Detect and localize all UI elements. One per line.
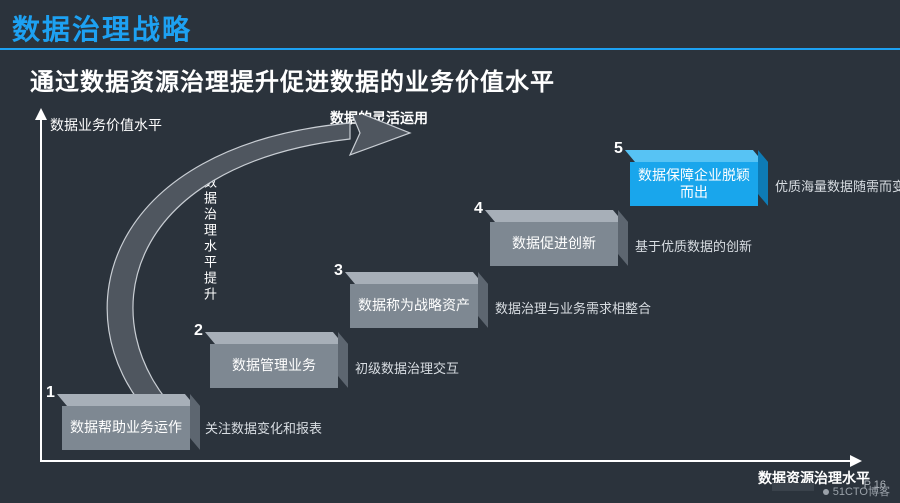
step-desc: 数据治理与业务需求相整合 <box>495 298 651 317</box>
watermark: 51CTO博客 <box>823 483 890 499</box>
step-number: 5 <box>614 140 623 158</box>
top-arrow-label: 数据的灵活运用 <box>330 108 428 128</box>
title-underline <box>0 48 900 50</box>
watermark-text: 51CTO博客 <box>833 486 890 498</box>
step-number: 4 <box>474 200 483 218</box>
slide: 数据治理战略 通过数据资源治理提升促进数据的业务价值水平 数据业务价值水平 数据… <box>0 0 900 503</box>
step-label: 数据促进创新 <box>512 235 596 253</box>
step-desc: 关注数据变化和报表 <box>205 418 322 437</box>
step-block: 数据促进创新 <box>490 222 618 266</box>
slide-subtitle: 通过数据资源治理提升促进数据的业务价值水平 <box>30 62 555 97</box>
step-number: 1 <box>46 384 55 402</box>
x-axis <box>40 460 860 462</box>
step-label: 数据保障企业脱颖而出 <box>636 167 752 202</box>
step-desc: 基于优质数据的创新 <box>635 236 752 255</box>
step-label: 数据帮助业务运作 <box>70 419 182 437</box>
footer-accent <box>772 483 814 491</box>
step-4: 4数据促进创新 <box>490 222 618 266</box>
step-label: 数据称为战略资产 <box>358 297 470 315</box>
y-axis <box>40 110 42 460</box>
watermark-dot-icon <box>823 489 829 495</box>
step-3: 3数据称为战略资产 <box>350 284 478 328</box>
slide-title: 数据治理战略 <box>12 8 192 48</box>
step-desc: 优质海量数据随需而变 <box>775 176 900 195</box>
step-number: 2 <box>194 322 203 340</box>
step-block: 数据帮助业务运作 <box>62 406 190 450</box>
step-2: 2数据管理业务 <box>210 344 338 388</box>
step-label: 数据管理业务 <box>232 357 316 375</box>
step-block: 数据保障企业脱颖而出 <box>630 162 758 206</box>
step-number: 3 <box>334 262 343 280</box>
y-axis-label: 数据业务价值水平 <box>50 115 162 135</box>
arc-label: 数据治理水平提升 <box>200 175 219 303</box>
step-desc: 初级数据治理交互 <box>355 358 459 377</box>
step-block: 数据管理业务 <box>210 344 338 388</box>
step-1: 1数据帮助业务运作 <box>62 406 190 450</box>
step-5: 5数据保障企业脱颖而出 <box>630 162 758 206</box>
step-block: 数据称为战略资产 <box>350 284 478 328</box>
